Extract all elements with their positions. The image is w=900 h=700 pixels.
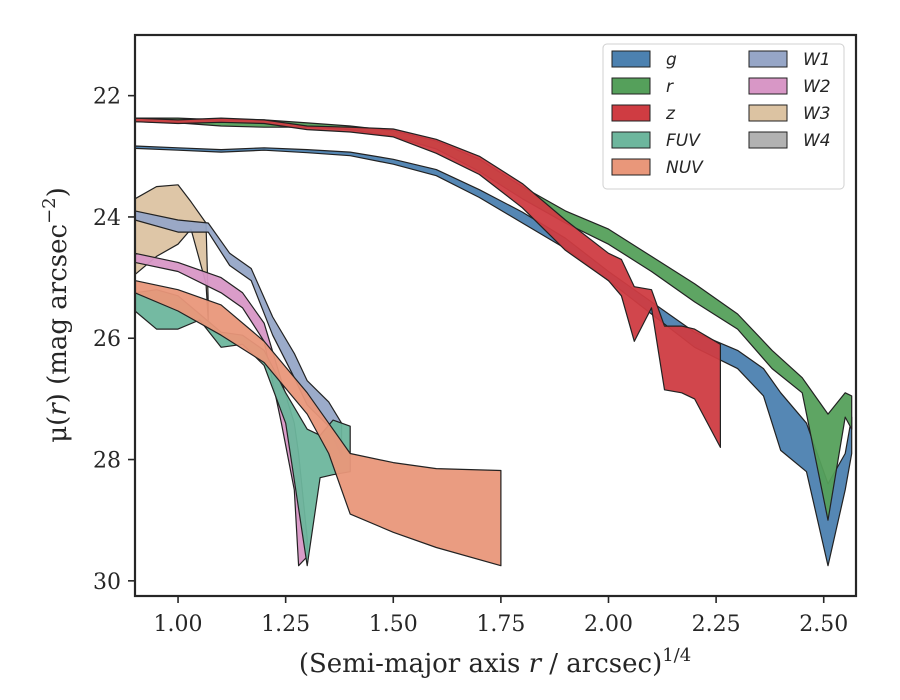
y-tick-label: 30 (93, 570, 121, 595)
x-axis-title: (Semi-major axis r / arcsec)1/4 (299, 645, 691, 679)
legend-swatch-fuv (611, 131, 651, 149)
legend-swatch-w3 (748, 104, 788, 122)
x-tick-label: 2.50 (799, 612, 848, 637)
legend-label-w3: W3 (803, 104, 831, 124)
y-tick-label: 28 (93, 449, 121, 474)
y-tick-label: 22 (93, 85, 121, 110)
legend-label-g: g (666, 50, 677, 70)
legend-swatch-g (611, 50, 651, 68)
band-nuv (134, 280, 502, 567)
y-tick-label: 26 (93, 327, 121, 352)
x-tick-label: 1.50 (369, 612, 418, 637)
x-tick-label: 2.00 (584, 612, 633, 637)
y-tick-label: 24 (93, 206, 121, 231)
legend-swatch-z (611, 104, 651, 122)
legend-label-r: r (666, 77, 674, 97)
x-tick-label: 1.75 (476, 612, 525, 637)
plot-frame (133, 33, 858, 598)
legend-label-w1: W1 (803, 50, 831, 70)
x-tick-label: 1.00 (154, 612, 203, 637)
legend-swatch-w2 (748, 77, 788, 95)
y-axis-title: μ(r) (mag arcsec−2) (39, 187, 73, 443)
series-bands (134, 117, 853, 567)
legend-label-nuv: NUV (666, 158, 704, 178)
legend-label-w4: W4 (803, 131, 831, 151)
band-g (134, 145, 853, 567)
x-tick-label: 2.25 (692, 612, 741, 637)
legend: grz FUV NUV W1 W2 W3 W4 (602, 43, 845, 190)
legend-label-z: z (665, 104, 676, 124)
legend-swatch-nuv (611, 158, 651, 176)
legend-label-w2: W2 (803, 77, 831, 97)
legend-label-fuv: FUV (666, 131, 701, 151)
legend-swatch-w1 (748, 50, 788, 68)
axis-ticks: 1.00 1.25 1.50 1.75 2.00 2.25 2.50 22 24 26 28 30 (93, 85, 848, 637)
x-tick-label: 1.25 (261, 612, 310, 637)
legend-swatch-w4 (748, 131, 788, 149)
legend-swatch-r (611, 77, 651, 95)
band-z (134, 117, 722, 448)
